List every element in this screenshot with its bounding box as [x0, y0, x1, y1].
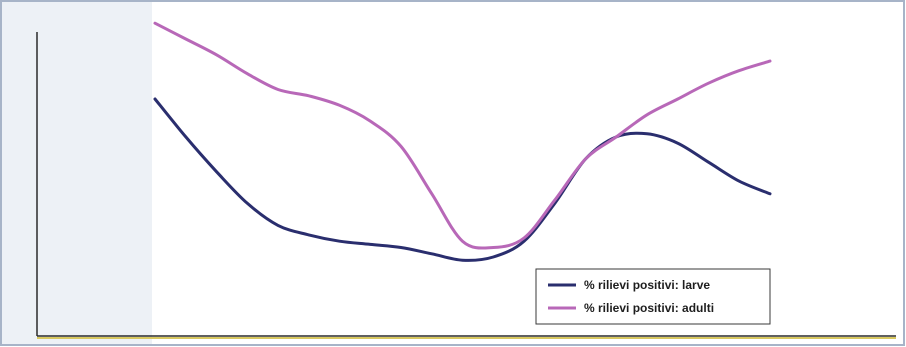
left-panel [2, 2, 152, 344]
legend-box [535, 268, 771, 325]
series-line-larve [153, 97, 772, 262]
series-layer [153, 21, 772, 262]
legend: % rilievi positivi: larve % rilievi posi… [535, 268, 771, 325]
series-line-adulti [153, 21, 772, 250]
legend-label-adulti: % rilievi positivi: adulti [584, 301, 714, 315]
legend-label-larve: % rilievi positivi: larve [584, 278, 710, 292]
